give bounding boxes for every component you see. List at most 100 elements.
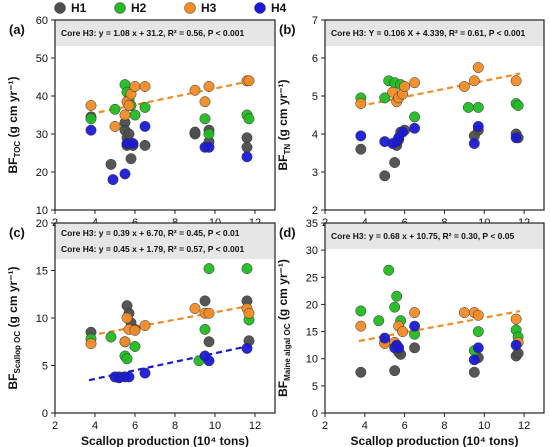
point-h3 (86, 338, 96, 348)
annotation-text: Core H3: y = 1.08 x + 31.2, R² = 0.56, P… (61, 28, 244, 38)
x-tick-label: 8 (172, 420, 178, 432)
point-h3 (190, 85, 200, 95)
point-h3 (204, 81, 214, 91)
y-tick-label: 30 (36, 129, 48, 141)
y-axis-label-subscript: Scallop OC (13, 331, 22, 374)
y-tick-label: 0 (312, 408, 318, 420)
legend-marker-h3 (185, 3, 196, 14)
point-h4 (124, 372, 134, 382)
y-axis-label-main: BF (6, 374, 20, 390)
x-tick-label: 2 (52, 420, 58, 432)
point-h2 (356, 306, 366, 316)
y-tick-label: 60 (36, 15, 48, 27)
point-h3 (130, 81, 140, 91)
point-h2 (244, 114, 254, 124)
point-h3 (356, 321, 366, 331)
point-h2 (384, 265, 394, 275)
y-tick-label: 20 (36, 218, 48, 230)
panel-1: 24681012102030405060(a)Core H3: y = 1.08… (6, 15, 275, 229)
y-tick-label: 20 (306, 299, 318, 311)
point-h4 (511, 340, 521, 350)
point-h3 (120, 337, 130, 347)
point-h4 (393, 343, 403, 353)
point-h4 (140, 121, 150, 131)
point-h1 (124, 129, 134, 139)
legend-label-h2: H2 (131, 1, 147, 15)
point-h1 (389, 157, 399, 167)
y-tick-label: 20 (36, 167, 48, 179)
panel-label: (a) (9, 22, 25, 37)
panel-3: 2 4 6 8 10 1205101520(c) Core H3: y = 0.39 x +… (6, 218, 275, 447)
point-h3 (86, 100, 96, 110)
y-tick-label: 0 (42, 408, 48, 420)
plot-frame (325, 20, 544, 210)
legend-label-h4: H4 (271, 1, 287, 15)
y-axis-label-main: BF (6, 158, 20, 174)
y-tick-label: 10 (306, 354, 318, 366)
point-h4 (242, 343, 252, 353)
x-tick-label: 10 (209, 420, 221, 432)
point-h2 (409, 112, 419, 122)
x-axis-label: Scallop production (10⁴ tons) (351, 434, 519, 447)
x-axis-label: Scallop production (10⁴ tons) (81, 434, 249, 447)
point-h4 (128, 138, 138, 148)
y-tick-label: 30 (306, 245, 318, 257)
y-tick-label: 5 (42, 361, 48, 373)
y-axis-label: BFMaine algal OC (g cm yr⁻¹) (276, 259, 292, 397)
point-h3 (122, 313, 132, 323)
point-h1 (469, 367, 479, 377)
point-h3 (356, 98, 366, 108)
panel-label: (b) (279, 22, 296, 37)
point-h1 (380, 171, 390, 181)
point-h2 (473, 326, 483, 336)
annotation-text: Core H3: y = 0.68 x + 10.75, R² = 0.30, … (331, 231, 514, 241)
y-tick-label: 10 (36, 313, 48, 325)
y-axis-label: BFScallop OC (g cm yr⁻¹) (6, 266, 22, 389)
point-h2 (473, 102, 483, 112)
point-h4 (409, 321, 419, 331)
panel-2: 24681012234567(b)Core H3: Y = 0.106 X + … (276, 15, 544, 229)
x-tick-label: 10 (478, 420, 490, 432)
point-h2 (122, 354, 132, 364)
y-axis-label-main: BF (276, 381, 290, 397)
point-h3 (397, 326, 407, 336)
point-h4 (86, 125, 96, 135)
y-axis-label-subscript: Maine algal OC (283, 323, 292, 381)
point-h1 (200, 296, 210, 306)
y-axis-label-unit: (g cm yr⁻¹) (276, 259, 290, 323)
point-h3 (459, 307, 469, 317)
point-h1 (140, 140, 150, 150)
point-h1 (204, 337, 214, 347)
panel-4: 2 4 6 8 10 1205101520253035(d) Core H3: y = 0.… (276, 218, 544, 447)
panel-label: (c) (9, 225, 25, 240)
legend-label-h1: H1 (71, 1, 87, 15)
point-h1 (389, 365, 399, 375)
point-h4 (473, 121, 483, 131)
y-axis-label-subscript: TOC (13, 141, 22, 158)
panel-label: (d) (279, 225, 296, 240)
y-axis-label-subscript: TN (283, 144, 292, 155)
y-tick-label: 40 (36, 91, 48, 103)
point-h3 (473, 62, 483, 72)
point-h4 (511, 133, 521, 143)
y-axis-label-unit: (g cm yr⁻¹) (6, 266, 20, 330)
point-h2 (200, 324, 210, 334)
legend-marker-h2 (115, 3, 126, 14)
point-h2 (140, 102, 150, 112)
point-h1 (242, 133, 252, 143)
point-h3 (469, 76, 479, 86)
point-h2 (200, 114, 210, 124)
point-h2 (110, 104, 120, 114)
x-tick-label: 6 (132, 420, 138, 432)
point-h4 (140, 368, 150, 378)
point-h3 (511, 314, 521, 324)
point-h4 (204, 356, 214, 366)
point-h4 (242, 152, 252, 162)
x-tick-label: 2 (322, 420, 328, 432)
x-tick-label: 6 (402, 420, 408, 432)
point-h3 (200, 97, 210, 107)
y-tick-label: 50 (36, 53, 48, 65)
y-axis-label-unit: (g cm yr⁻¹) (276, 79, 290, 143)
point-h2 (242, 263, 252, 273)
point-h4 (356, 131, 366, 141)
